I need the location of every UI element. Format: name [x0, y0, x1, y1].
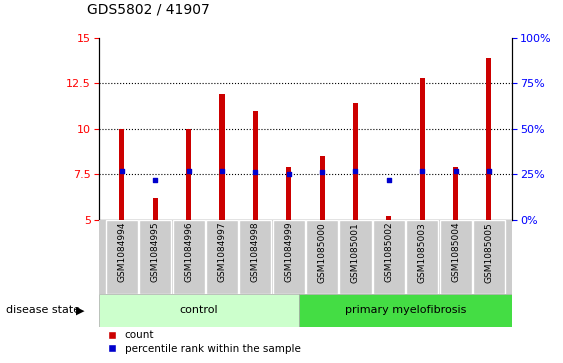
Point: [184, 168, 193, 174]
Bar: [220, 94, 225, 220]
Bar: [306, 220, 338, 294]
Bar: [386, 216, 391, 220]
Bar: [173, 220, 204, 294]
Text: GSM1084998: GSM1084998: [251, 222, 260, 282]
Point: [318, 170, 327, 175]
Bar: [253, 111, 258, 220]
Bar: [473, 220, 505, 294]
Point: [251, 170, 260, 175]
Legend: count, percentile rank within the sample: count, percentile rank within the sample: [104, 326, 305, 358]
Text: GSM1084994: GSM1084994: [117, 222, 126, 282]
Bar: [119, 129, 124, 220]
Point: [284, 171, 293, 177]
Bar: [139, 220, 171, 294]
Bar: [239, 220, 271, 294]
Text: GSM1085005: GSM1085005: [485, 222, 494, 283]
Text: GSM1085000: GSM1085000: [318, 222, 327, 283]
Text: control: control: [180, 305, 218, 315]
Text: GDS5802 / 41907: GDS5802 / 41907: [87, 2, 210, 16]
Bar: [153, 198, 158, 220]
Point: [485, 168, 494, 174]
Bar: [339, 220, 372, 294]
Bar: [406, 220, 438, 294]
Point: [451, 168, 460, 174]
Text: disease state: disease state: [6, 305, 80, 315]
Bar: [106, 220, 138, 294]
Text: GSM1085002: GSM1085002: [385, 222, 394, 282]
Bar: [373, 220, 405, 294]
Text: GSM1085003: GSM1085003: [418, 222, 427, 283]
Bar: [320, 156, 325, 220]
Text: ▶: ▶: [76, 305, 84, 315]
Bar: [272, 220, 305, 294]
Bar: [420, 78, 425, 220]
Bar: [440, 220, 472, 294]
Bar: [186, 129, 191, 220]
Point: [117, 168, 126, 174]
Bar: [486, 58, 491, 220]
Text: GSM1084995: GSM1084995: [151, 222, 160, 282]
Text: GSM1085004: GSM1085004: [451, 222, 460, 282]
Bar: [206, 220, 238, 294]
Point: [418, 168, 427, 174]
Text: primary myelofibrosis: primary myelofibrosis: [345, 305, 466, 315]
Bar: [299, 294, 512, 327]
Text: GSM1085001: GSM1085001: [351, 222, 360, 283]
Bar: [286, 167, 291, 220]
Point: [217, 168, 226, 174]
Point: [351, 168, 360, 174]
Text: GSM1084999: GSM1084999: [284, 222, 293, 282]
Point: [151, 177, 160, 183]
Text: GSM1084996: GSM1084996: [184, 222, 193, 282]
Bar: [353, 103, 358, 220]
Bar: [99, 294, 299, 327]
Point: [385, 177, 394, 183]
Text: GSM1084997: GSM1084997: [217, 222, 226, 282]
Bar: [453, 167, 458, 220]
